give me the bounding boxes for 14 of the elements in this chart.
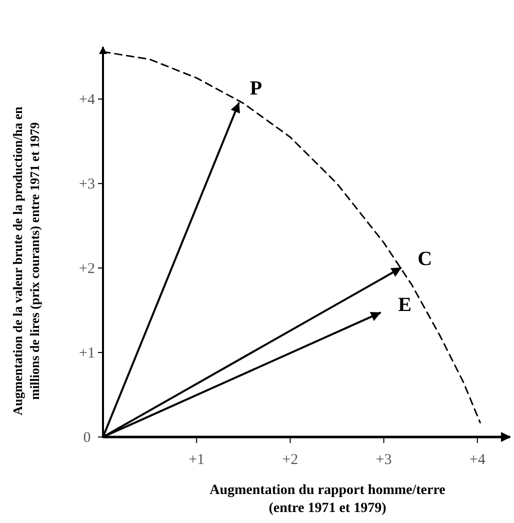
y-tick-label: +3 bbox=[79, 176, 95, 193]
y-axis-title: Augmentation de la valeur brute de la production/ha en millions de lires (prix courants) entre 1971 et 1979 bbox=[10, 106, 42, 416]
y-tick-label: +2 bbox=[79, 261, 95, 278]
series-label: C bbox=[418, 248, 432, 270]
y-tick-label: +1 bbox=[79, 346, 95, 362]
series-label: P bbox=[250, 77, 262, 100]
x-tick-label: +3 bbox=[376, 452, 392, 468]
y-tick-label: 0 bbox=[83, 430, 91, 446]
x-tick-label: +4 bbox=[469, 452, 486, 468]
y-tick-label: +4 bbox=[79, 92, 96, 108]
series-label: E bbox=[398, 294, 412, 316]
x-axis-title: Augmentation du rapport homme/terre (entre 1971 et 1979) bbox=[210, 483, 446, 516]
x-tick-label: +2 bbox=[282, 452, 298, 468]
x-tick-label: +1 bbox=[188, 452, 205, 468]
